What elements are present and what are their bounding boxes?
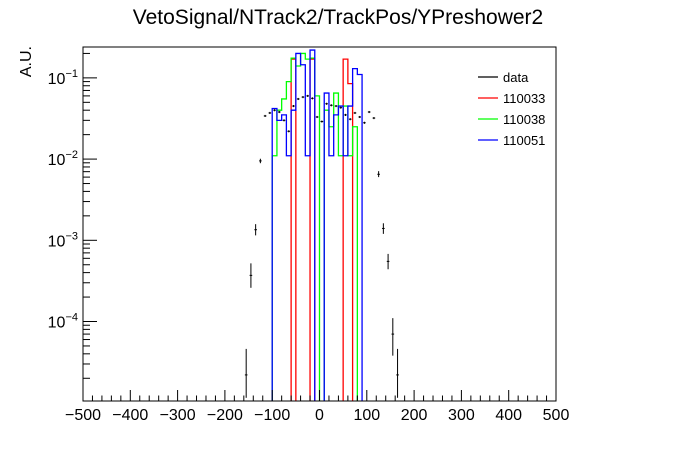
data-point [301,96,305,99]
x-tick-label: −500 [65,407,101,424]
data-point [292,105,295,108]
data-point [344,113,347,116]
legend-label: data [503,70,529,85]
data-point [382,223,385,234]
legend-entry-110038: 110038 [478,112,545,127]
x-tick-label: 100 [353,407,380,424]
data-point [277,110,281,114]
data-point [311,97,314,100]
data-point [320,120,324,123]
data-point [282,119,286,122]
data-point [315,115,319,119]
x-tick-label: 400 [495,407,522,424]
data-point [363,121,366,124]
y-tick-label: 10−3 [48,230,78,250]
x-axis-ticks: −500 −400 −300 −200 −100 0 100 200 300 400 500 [65,390,569,424]
y-axis-label: A.U. [18,46,35,77]
data-point [353,111,357,115]
data-point [296,97,300,101]
x-tick-label: 300 [448,407,475,424]
y-tick-label: 10−4 [48,312,78,332]
series-110051-step [323,67,363,401]
data-point [339,106,343,109]
x-tick-label: −400 [112,407,148,424]
data-point [396,348,399,398]
data-point [372,117,376,120]
data-point [263,114,267,117]
data-point [254,224,257,236]
y-axis-ticks: 10−1 10−2 10−3 10−4 [48,52,97,379]
series-110033-step [290,58,297,401]
legend: data 110033 110038 110051 [478,70,545,148]
chart-title: VetoSignal/NTrack2/TrackPos/YPreshower2 [133,6,543,29]
legend-label: 110033 [503,91,545,106]
data-point [358,115,362,119]
x-tick-label: 0 [315,407,324,424]
data-point [306,94,309,97]
data-point [334,105,338,108]
series-110051-step [271,49,316,401]
x-tick-label: −200 [207,407,243,424]
legend-entry-110033: 110033 [478,91,545,106]
data-point [249,263,253,288]
y-tick-label: 10−2 [48,149,78,169]
data-point [325,102,328,105]
data-point [259,158,262,164]
data-point [391,318,395,356]
plot-series [244,49,399,401]
legend-entry-110051: 110051 [478,133,545,148]
legend-label: 110038 [503,112,545,127]
x-tick-label: −300 [160,407,196,424]
x-tick-label: −100 [254,407,290,424]
legend-label: 110051 [503,133,545,148]
x-tick-label: 500 [543,407,570,424]
data-point [273,109,276,112]
data-point [244,348,248,398]
data-point [287,130,291,133]
legend-entry-data: data [478,70,529,85]
data-point [367,110,371,114]
data-point [377,171,380,178]
data-point [386,253,390,270]
y-tick-label: 10−1 [48,68,78,88]
data-point [348,118,352,121]
data-point [268,111,272,115]
x-tick-label: 200 [401,407,428,424]
data-point [330,104,333,107]
